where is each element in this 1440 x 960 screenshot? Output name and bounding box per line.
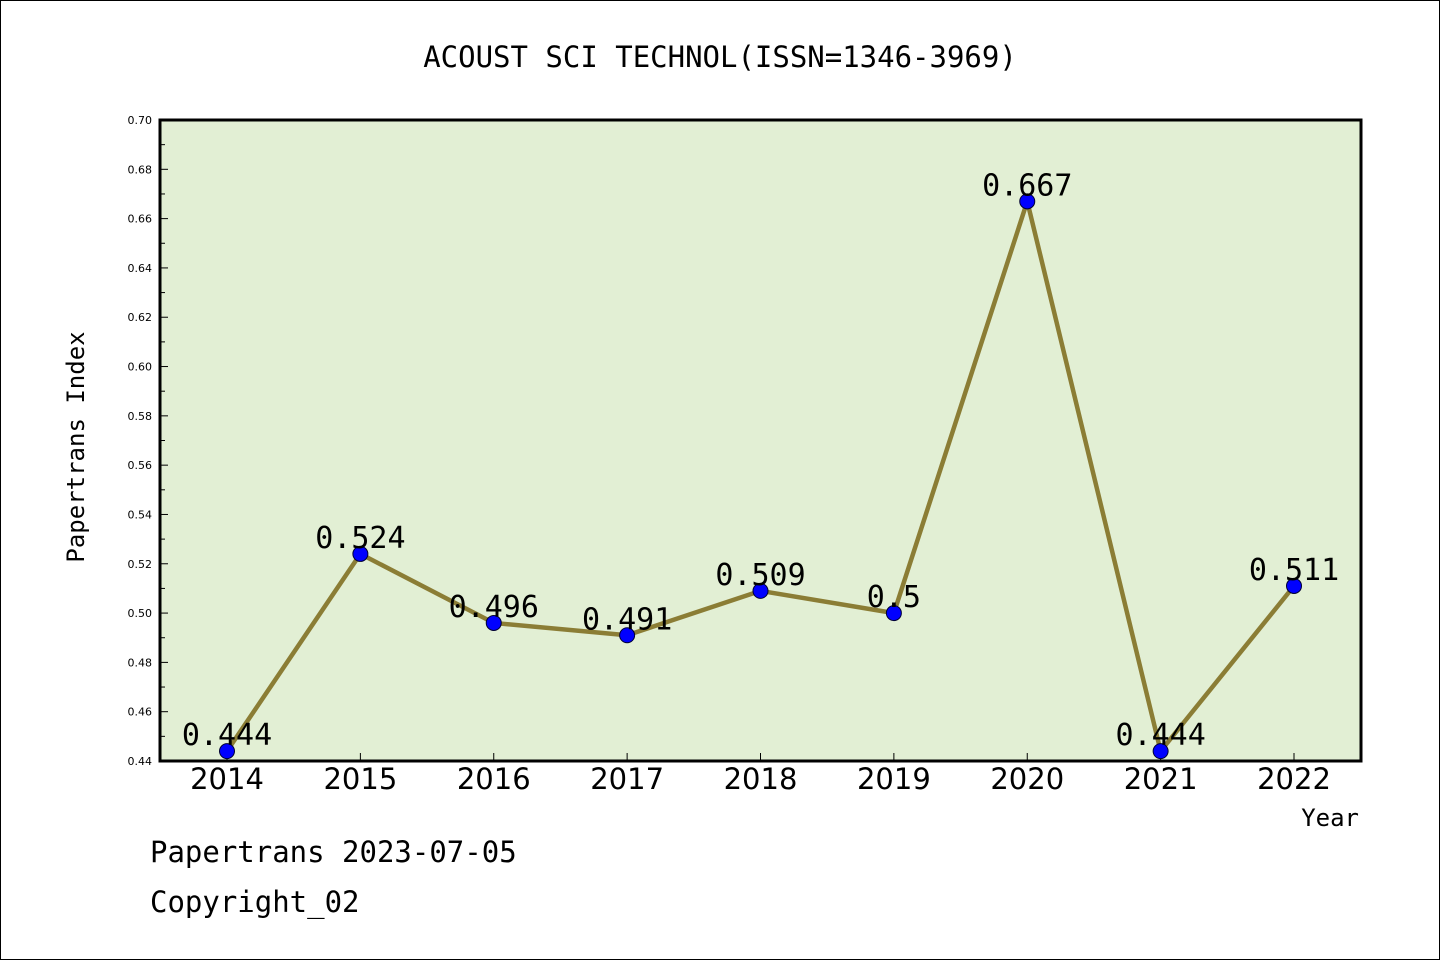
data-label: 0.491 (582, 602, 672, 637)
y-tick-label: 0.48 (128, 656, 153, 669)
y-tick-label: 0.46 (128, 706, 153, 719)
y-axis-label: Papertrans Index (62, 331, 90, 562)
y-tick-label: 0.60 (128, 361, 153, 374)
x-tick-label: 2017 (590, 762, 664, 796)
y-tick-label: 0.64 (128, 262, 153, 275)
x-tick-label: 2022 (1257, 762, 1331, 796)
y-tick-label: 0.52 (128, 558, 153, 571)
data-label: 0.496 (449, 590, 539, 625)
y-tick-label: 0.50 (128, 607, 153, 620)
data-markers (219, 193, 1302, 760)
data-label: 0.667 (982, 168, 1072, 203)
data-point (485, 614, 502, 631)
data-point (1152, 743, 1169, 760)
x-tick-label: 2014 (190, 762, 264, 796)
data-point (619, 627, 636, 644)
data-point (885, 605, 902, 622)
footer-copyright: Copyright_02 (150, 885, 360, 919)
x-tick-label: 2019 (857, 762, 931, 796)
y-tick-label: 0.58 (128, 410, 153, 423)
y-tick-label: 0.54 (128, 508, 153, 521)
x-tick-label: 2020 (990, 762, 1064, 796)
y-tick-label: 0.56 (128, 459, 153, 472)
y-tick-label: 0.68 (128, 163, 153, 176)
data-label: 0.444 (1115, 718, 1205, 753)
y-tick-label: 0.44 (128, 755, 153, 768)
x-tick-label: 2016 (457, 762, 531, 796)
x-tick-label: 2015 (323, 762, 397, 796)
data-label: 0.524 (315, 521, 405, 556)
x-axis: 2014 2015 2016 2017 2018 2019 2020 2021 2022 (190, 753, 1331, 796)
y-axis: 0.44 0.46 0.48 0.50 0.52 0.54 0.56 0.58 0.60 0.62… (128, 114, 168, 768)
y-tick-label: 0.70 (128, 114, 153, 127)
footer-date: Papertrans 2023-07-05 (150, 835, 517, 869)
data-point (1286, 577, 1302, 594)
x-tick-label: 2021 (1124, 762, 1198, 796)
x-tick-label: 2018 (724, 762, 798, 796)
y-tick-label: 0.62 (128, 311, 153, 324)
data-label: 0.444 (182, 718, 272, 753)
x-axis-label: Year (1301, 804, 1359, 832)
data-point (1019, 193, 1036, 210)
chart-title: ACOUST SCI TECHNOL(ISSN=1346-3969) (423, 40, 1017, 74)
data-label: 0.509 (715, 558, 805, 593)
plot-area (158, 118, 1363, 763)
data-point (352, 545, 369, 562)
data-point (752, 582, 769, 599)
data-label: 0.511 (1249, 553, 1339, 588)
data-label: 0.5 (867, 580, 921, 615)
y-tick-label: 0.66 (128, 213, 153, 226)
data-point (219, 743, 235, 760)
data-labels: 0.444 0.524 0.496 0.491 0.509 0.5 0.667 0.444 0.… (182, 168, 1339, 753)
